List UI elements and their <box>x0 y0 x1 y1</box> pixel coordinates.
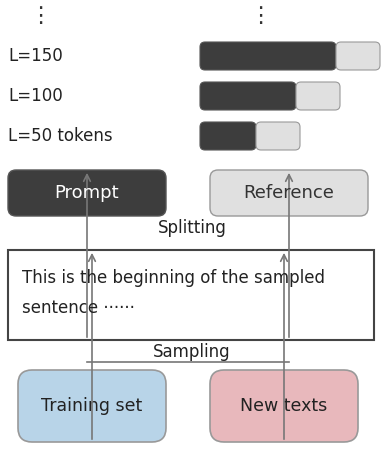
FancyBboxPatch shape <box>210 370 358 442</box>
Bar <box>8 250 374 340</box>
FancyBboxPatch shape <box>18 370 166 442</box>
Text: This is the beginning of the sampled: This is the beginning of the sampled <box>22 269 325 287</box>
FancyBboxPatch shape <box>8 170 166 216</box>
FancyBboxPatch shape <box>210 170 368 216</box>
FancyBboxPatch shape <box>336 42 380 70</box>
Text: ⋮: ⋮ <box>249 6 271 26</box>
Text: Reference: Reference <box>243 184 334 202</box>
Text: New texts: New texts <box>240 397 328 415</box>
FancyBboxPatch shape <box>200 122 256 150</box>
Text: L=100: L=100 <box>8 87 63 105</box>
Text: Prompt: Prompt <box>55 184 119 202</box>
FancyBboxPatch shape <box>296 82 340 110</box>
FancyBboxPatch shape <box>256 122 300 150</box>
Text: Splitting: Splitting <box>157 219 227 237</box>
FancyBboxPatch shape <box>200 42 336 70</box>
Text: ⋮: ⋮ <box>29 6 51 26</box>
Text: L=50 tokens: L=50 tokens <box>8 127 113 145</box>
FancyBboxPatch shape <box>200 82 296 110</box>
Text: L=150: L=150 <box>8 47 63 65</box>
Text: Sampling: Sampling <box>153 343 231 361</box>
Text: sentence ······: sentence ······ <box>22 299 135 317</box>
Text: Training set: Training set <box>41 397 142 415</box>
